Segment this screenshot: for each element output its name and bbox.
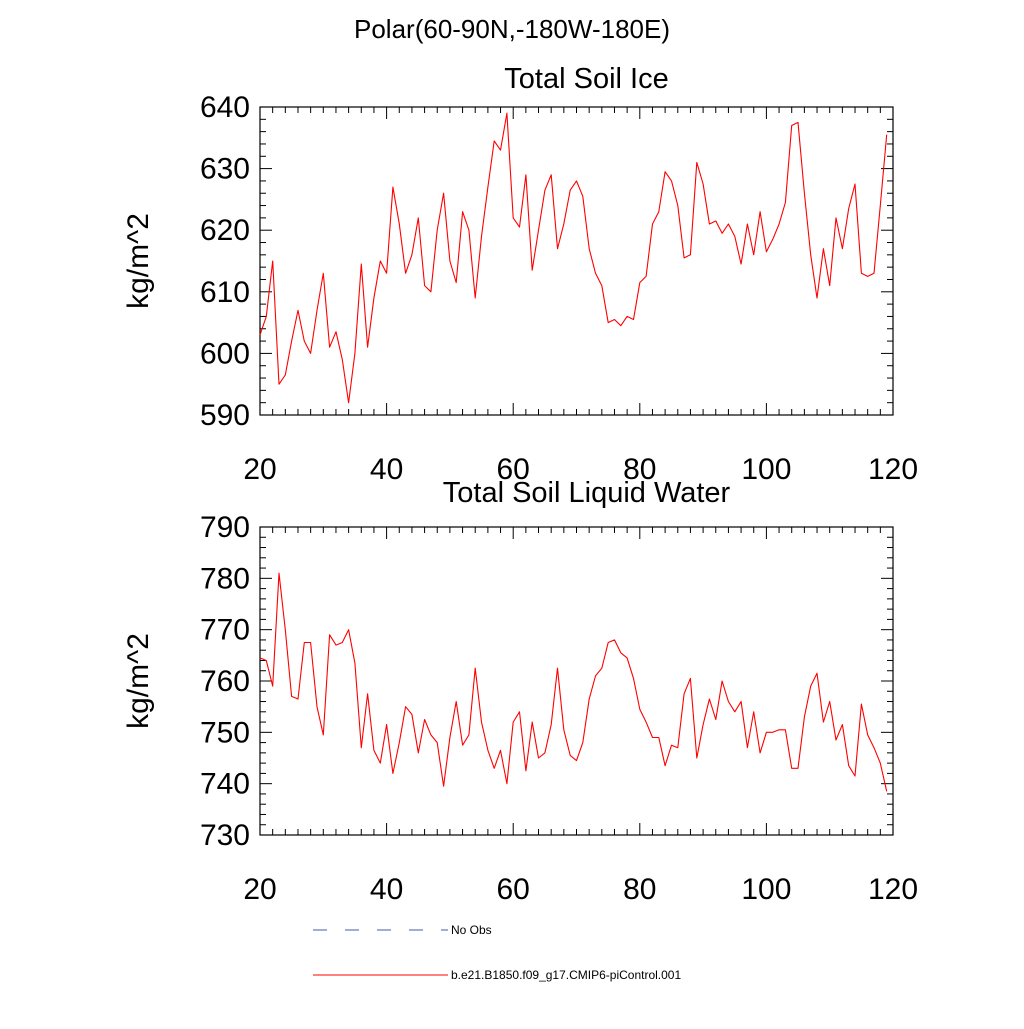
x-tick-label: 80 — [623, 873, 656, 906]
legend-item: No Obs — [313, 923, 492, 937]
x-tick-label: 60 — [497, 453, 530, 486]
y-tick-label: 610 — [200, 276, 250, 309]
chart-title: Total Soil Ice — [504, 63, 668, 95]
x-tick-label: 40 — [370, 453, 403, 486]
x-tick-label: 100 — [741, 873, 791, 906]
legend-item: b.e21.B1850.f09_g17.CMIP6-piControl.001 — [313, 968, 681, 982]
legend-label: b.e21.B1850.f09_g17.CMIP6-piControl.001 — [451, 968, 681, 982]
chart-panel-1: Total Soil Ice kg/m^2 20 40 60 80 100 120 590 600… — [122, 63, 918, 486]
y-tick-label: 770 — [200, 614, 250, 647]
x-tick-label: 120 — [868, 873, 918, 906]
y-tick-label: 730 — [200, 819, 250, 852]
plot-frame — [259, 526, 894, 836]
y-tick-label: 750 — [200, 716, 250, 749]
y-tick-label: 620 — [200, 214, 250, 247]
chart-panel-2: Total Soil Liquid Water kg/m^2 20 40 60 80 100… — [122, 477, 918, 906]
y-tick-label: 590 — [200, 399, 250, 432]
x-tick-label: 20 — [243, 873, 276, 906]
y-tick-label: 640 — [200, 91, 250, 124]
y-tick-label: 790 — [200, 511, 250, 544]
plot-frame — [259, 106, 894, 416]
series-line — [259, 112, 888, 404]
x-tick-label: 20 — [243, 453, 276, 486]
x-tick-label: 80 — [623, 453, 656, 486]
y-axis-label: kg/m^2 — [122, 213, 155, 309]
legend-label: No Obs — [451, 923, 492, 937]
x-tick-label: 60 — [497, 873, 530, 906]
y-axis-label: kg/m^2 — [122, 633, 155, 729]
chart-title: Total Soil Liquid Water — [443, 477, 731, 509]
y-tick-label: 760 — [200, 665, 250, 698]
y-tick-label: 780 — [200, 562, 250, 595]
y-tick-label: 740 — [200, 768, 250, 801]
series-line — [259, 572, 888, 792]
x-tick-label: 40 — [370, 873, 403, 906]
y-tick-label: 630 — [200, 153, 250, 186]
y-tick-label: 600 — [200, 337, 250, 370]
page-title: Polar(60-90N,-180W-180E) — [354, 14, 670, 44]
x-tick-label: 120 — [868, 453, 918, 486]
x-tick-label: 100 — [741, 453, 791, 486]
